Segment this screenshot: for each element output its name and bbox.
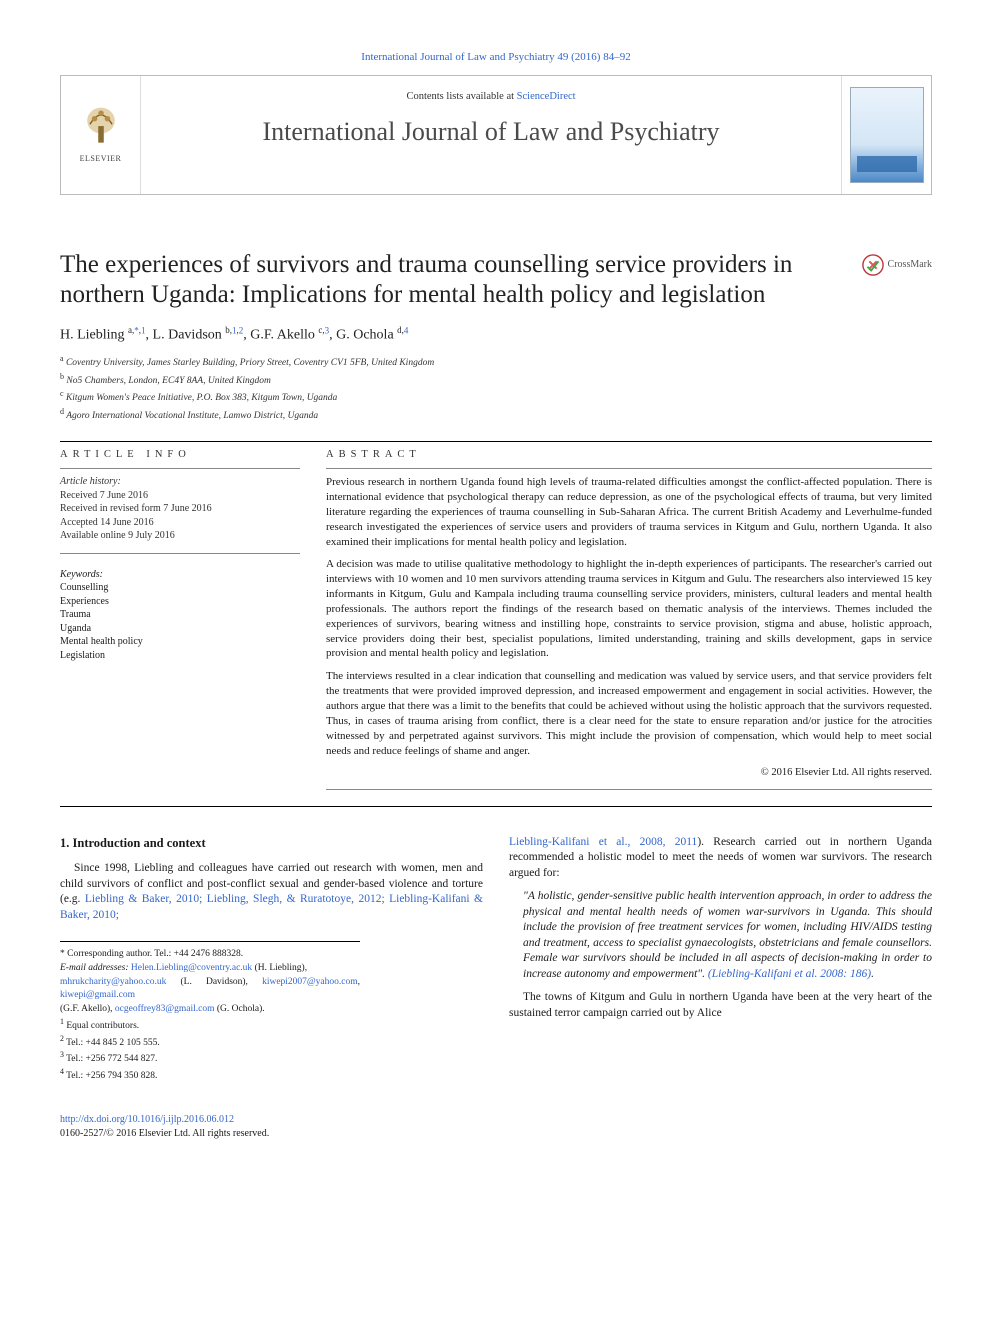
abstract-heading: ABSTRACT: [326, 448, 932, 462]
email-link[interactable]: kiwepi@gmail.com: [60, 990, 135, 1000]
affil-b: b No5 Chambers, London, EC4Y 8AA, United…: [60, 371, 932, 388]
intro-paragraph: Since 1998, Liebling and colleagues have…: [60, 861, 483, 923]
abstract-p2: A decision was made to utilise qualitati…: [326, 557, 932, 661]
email-link[interactable]: Helen.Liebling@coventry.ac.uk: [131, 963, 252, 973]
email-link[interactable]: ocgeoffrey83@gmail.com: [115, 1004, 215, 1014]
journal-cover: [841, 76, 931, 194]
abstract-p3: The interviews resulted in a clear indic…: [326, 669, 932, 758]
info-abstract-row: ARTICLE INFO Article history: Received 7…: [60, 448, 932, 790]
col2-p2: The towns of Kitgum and Gulu in northern…: [509, 990, 932, 1021]
journal-name: International Journal of Law and Psychia…: [151, 114, 831, 149]
section-heading-intro: 1. Introduction and context: [60, 835, 483, 852]
rule-bottom: [60, 806, 932, 807]
header-center: Contents lists available at ScienceDirec…: [141, 76, 841, 194]
citation-link[interactable]: Liebling & Baker, 2010; Liebling, Slegh,…: [60, 893, 483, 921]
citation-link[interactable]: International Journal of Law and Psychia…: [361, 51, 630, 63]
abstract-body: Previous research in northern Uganda fou…: [326, 475, 932, 780]
sciencedirect-link[interactable]: ScienceDirect: [517, 91, 576, 102]
col2-p1: Liebling-Kalifani et al., 2008, 2011). R…: [509, 835, 932, 882]
email-link[interactable]: kiwepi2007@yahoo.com: [262, 977, 358, 987]
history-accepted: Accepted 14 June 2016: [60, 516, 300, 530]
affil-a: a Coventry University, James Starley Bui…: [60, 353, 932, 370]
crossmark-icon: [862, 254, 884, 276]
abstract-col: ABSTRACT Previous research in northern U…: [326, 448, 932, 790]
footnote-emails-3: (G.F. Akello), ocgeoffrey83@gmail.com (G…: [60, 1003, 360, 1016]
emails-label: E-mail addresses:: [60, 963, 129, 973]
contents-line: Contents lists available at ScienceDirec…: [151, 90, 831, 104]
author-list: H. Liebling a,*,1, L. Davidson b,1,2, G.…: [60, 324, 932, 346]
footnote-corr: * Corresponding author. Tel.: +44 2476 8…: [60, 948, 360, 961]
citation-link[interactable]: (Liebling-Kalifani et al. 2008: 186): [708, 968, 871, 980]
footnote-emails: E-mail addresses: Helen.Liebling@coventr…: [60, 962, 360, 975]
body-col-left: 1. Introduction and context Since 1998, …: [60, 835, 483, 1141]
cover-thumbnail: [850, 87, 924, 183]
page-root: International Journal of Law and Psychia…: [0, 0, 992, 1180]
publisher-logo: ELSEVIER: [61, 76, 141, 194]
footnote-2: 2 Tel.: +44 845 2 105 555.: [60, 1034, 360, 1050]
history-online: Available online 9 July 2016: [60, 529, 300, 543]
keyword: Legislation: [60, 649, 300, 663]
footnote-3: 3 Tel.: +256 772 544 827.: [60, 1050, 360, 1066]
footnote-1: 1 Equal contributors.: [60, 1017, 360, 1033]
body-columns: 1. Introduction and context Since 1998, …: [60, 835, 932, 1141]
contents-prefix: Contents lists available at: [406, 91, 516, 102]
citation-link[interactable]: Liebling-Kalifani et al., 2008, 2011: [509, 836, 697, 848]
abstract-copyright: © 2016 Elsevier Ltd. All rights reserved…: [326, 766, 932, 780]
running-header: International Journal of Law and Psychia…: [60, 50, 932, 65]
title-block: CrossMark The experiences of survivors a…: [60, 250, 932, 310]
doi-block: http://dx.doi.org/10.1016/j.ijlp.2016.06…: [60, 1113, 483, 1140]
article-info-col: ARTICLE INFO Article history: Received 7…: [60, 448, 300, 790]
footnote-emails-2: mhrukcharity@yahoo.co.uk (L. Davidson), …: [60, 976, 360, 1002]
elsevier-tree-icon: [82, 104, 120, 150]
issn-copyright: 0160-2527/© 2016 Elsevier Ltd. All right…: [60, 1128, 269, 1139]
affil-c: c Kitgum Women's Peace Initiative, P.O. …: [60, 388, 932, 405]
article-info-heading: ARTICLE INFO: [60, 448, 300, 462]
article-history: Article history: Received 7 June 2016 Re…: [60, 475, 300, 543]
email-link[interactable]: mhrukcharity@yahoo.co.uk: [60, 977, 166, 987]
history-revised: Received in revised form 7 June 2016: [60, 502, 300, 516]
keyword: Uganda: [60, 622, 300, 636]
info-rule-2: [60, 553, 300, 554]
block-quote: "A holistic, gender-sensitive public hea…: [523, 889, 932, 982]
abstract-p1: Previous research in northern Uganda fou…: [326, 475, 932, 549]
keyword: Mental health policy: [60, 635, 300, 649]
info-rule: [60, 468, 300, 469]
keywords-label: Keywords:: [60, 568, 300, 582]
crossmark-badge[interactable]: CrossMark: [862, 254, 932, 276]
body-col-right: Liebling-Kalifani et al., 2008, 2011). R…: [509, 835, 932, 1141]
affiliations: a Coventry University, James Starley Bui…: [60, 353, 932, 423]
abstract-rule-bottom: [326, 789, 932, 790]
publisher-name: ELSEVIER: [80, 154, 122, 165]
footnote-4: 4 Tel.: +256 794 350 828.: [60, 1067, 360, 1083]
keyword: Experiences: [60, 595, 300, 609]
footnotes: * Corresponding author. Tel.: +44 2476 8…: [60, 941, 360, 1083]
rule-top: [60, 441, 932, 442]
crossmark-label: CrossMark: [888, 258, 932, 272]
quote-text: "A holistic, gender-sensitive public hea…: [523, 890, 932, 980]
journal-header-box: ELSEVIER Contents lists available at Sci…: [60, 75, 932, 195]
history-label: Article history:: [60, 475, 300, 489]
doi-link[interactable]: http://dx.doi.org/10.1016/j.ijlp.2016.06…: [60, 1114, 234, 1125]
abstract-rule: [326, 468, 932, 469]
history-received: Received 7 June 2016: [60, 489, 300, 503]
keywords-block: Keywords: Counselling Experiences Trauma…: [60, 568, 300, 663]
article-title: The experiences of survivors and trauma …: [60, 250, 820, 310]
affil-d: d Agoro International Vocational Institu…: [60, 406, 932, 423]
keyword: Counselling: [60, 581, 300, 595]
keyword: Trauma: [60, 608, 300, 622]
